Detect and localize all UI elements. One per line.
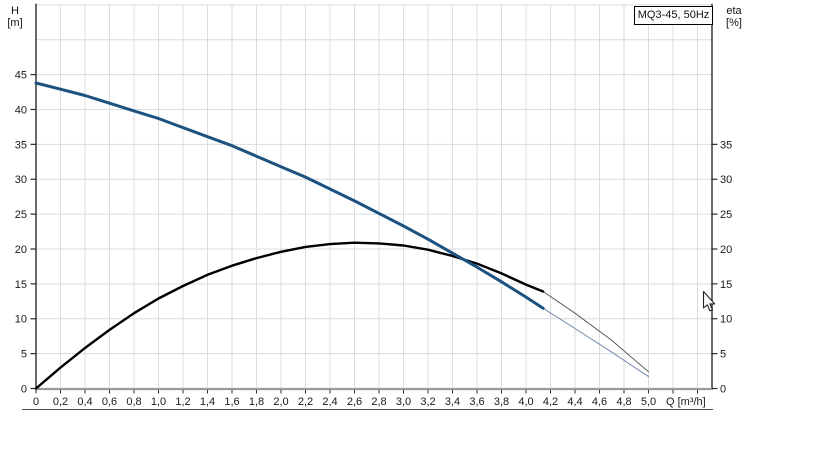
x-axis-tick-label: 4,4 <box>567 396 582 408</box>
x-axis-tick-label: 2,8 <box>371 396 386 408</box>
left-axis-tick-label: 0 <box>21 384 27 396</box>
right-axis-title-unit: [%] <box>726 17 742 29</box>
cursor-arrow <box>702 290 716 312</box>
left-axis-tick-label: 15 <box>15 279 27 291</box>
x-axis-tick-label: 4,2 <box>543 396 558 408</box>
efficiency-curve <box>34 241 545 390</box>
gridlines <box>36 4 712 389</box>
x-axis-tick-label: 1,4 <box>200 396 215 408</box>
left-axis-tick-label: 45 <box>15 70 27 82</box>
x-axis-tick-label: 3,4 <box>445 396 460 408</box>
right-axis-tick-label: 30 <box>720 174 732 186</box>
efficiency-curve-extension <box>542 291 649 373</box>
x-axis-tick-label: 0,4 <box>77 396 92 408</box>
x-axis-tick-label: 4,8 <box>616 396 631 408</box>
x-axis-tick-label: 5,0 <box>641 396 656 408</box>
right-axis-tick-label: 15 <box>720 279 732 291</box>
x-axis-tick-label: 0,6 <box>102 396 117 408</box>
right-axis-tick-label: 5 <box>720 349 726 361</box>
right-axis-title-symbol: eta <box>726 5 742 17</box>
x-axis-tick-label: 1,8 <box>249 396 264 408</box>
axis-ticks <box>30 73 718 394</box>
x-axis-tick-label: 0,8 <box>126 396 141 408</box>
left-axis-tick-label: 40 <box>15 104 27 116</box>
right-axis-title: eta [%] <box>719 5 749 29</box>
curve-title-badge: MQ3-45, 50Hz <box>634 6 713 25</box>
x-axis-tick-label: 3,8 <box>494 396 509 408</box>
left-axis-tick-label: 10 <box>15 314 27 326</box>
x-axis-tick-label: 1,6 <box>224 396 239 408</box>
left-axis-tick-label: 30 <box>15 174 27 186</box>
left-axis-tick-label: 35 <box>15 139 27 151</box>
left-axis-title-unit: [m] <box>7 17 23 29</box>
x-axis-tick-label: 4,6 <box>592 396 607 408</box>
right-axis-tick-label: 10 <box>720 314 732 326</box>
x-axis-tick-label: 0,2 <box>53 396 68 408</box>
right-axis-tick-label: 0 <box>720 384 726 396</box>
x-axis-tick-label: 3,6 <box>469 396 484 408</box>
mouse-cursor-icon <box>702 290 716 312</box>
x-axis-tick-label: 1,2 <box>175 396 190 408</box>
left-axis-title-symbol: H <box>11 5 19 17</box>
axis-lines <box>35 3 713 391</box>
x-axis-tick-label: 3,2 <box>420 396 435 408</box>
x-axis-title: Q [m³/h] <box>666 396 706 408</box>
x-axis-tick-label: 2,2 <box>298 396 313 408</box>
curves <box>34 81 649 390</box>
head-curve <box>34 81 545 310</box>
right-axis-tick-label: 35 <box>720 139 732 151</box>
x-axis-tick-label: 2,4 <box>322 396 337 408</box>
x-axis-tick-label: 2,0 <box>273 396 288 408</box>
x-axis-tick-label: 3,0 <box>396 396 411 408</box>
left-axis-tick-label: 25 <box>15 209 27 221</box>
left-axis-tick-label: 20 <box>15 244 27 256</box>
head-curve-extension <box>542 307 649 378</box>
right-axis-tick-label: 25 <box>720 209 732 221</box>
x-axis-tick-label: 4,0 <box>518 396 533 408</box>
right-axis-tick-label: 20 <box>720 244 732 256</box>
x-axis-tick-label: 2,6 <box>347 396 362 408</box>
left-axis-title: H [m] <box>2 5 28 29</box>
left-axis-tick-label: 5 <box>21 349 27 361</box>
x-axis-tick-label: 0 <box>33 396 39 408</box>
x-axis-tick-label: 1,0 <box>151 396 166 408</box>
